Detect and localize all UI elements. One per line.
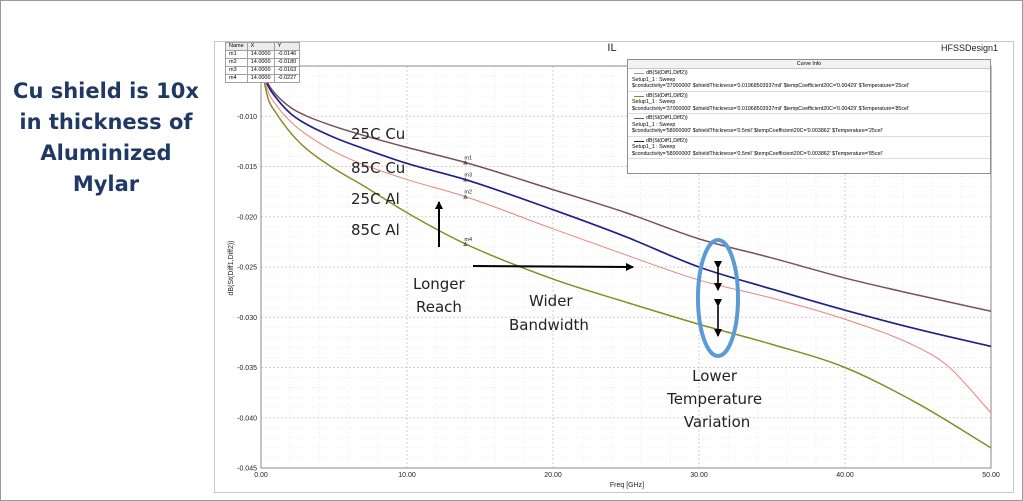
marker-header-y: Y <box>273 42 301 51</box>
y-tick-label: -0.020 <box>237 214 257 221</box>
tick-labels: 0.00 10.00 20.00 30.00 40.00 50.00 -0.010 -0.01… <box>237 114 1000 479</box>
legend-trace: dB(St(Diff1,Diff2)) <box>646 92 688 99</box>
table-row: m4 14.0000 -0.0227 <box>225 74 301 83</box>
legend-trace: dB(St(Diff1,Diff2)) <box>646 137 688 144</box>
y-tick-label: -0.040 <box>237 415 257 422</box>
legend-params: $conductivity='37000000' $shieldThicknes… <box>632 83 910 89</box>
legend-entry: dB(St(Diff1,Diff2)) Setup1_1 : Sweep $co… <box>628 69 990 92</box>
lower-temp-line-2: Temperature <box>666 390 762 408</box>
svg-text:Lower Temperature Vari: Lower Temperature Variation <box>666 367 767 431</box>
label-25c-cu: 25C Cu <box>351 125 405 143</box>
label-85c-al: 85C Al <box>351 221 400 239</box>
marker-m3 <box>463 177 468 182</box>
label-25c-al: 25C Al <box>351 190 400 208</box>
headline-line-2: in thickness of <box>19 110 193 134</box>
x-tick-label: 0.00 <box>254 472 268 479</box>
y-tick-label: -0.010 <box>237 114 257 121</box>
svg-text:Longer Reach: Longer Reach <box>413 275 469 316</box>
marker-table: Name X Y m1 14.0000 -0.0146 m2 14.0000 -… <box>225 42 301 83</box>
legend-setup: Setup1_1 : Sweep <box>632 99 676 105</box>
marker-name: m1 <box>225 50 248 59</box>
marker-y: -0.0163 <box>273 66 301 75</box>
marker-name: m3 <box>225 66 248 75</box>
y-tick-label: -0.045 <box>237 466 257 473</box>
marker-x: 14.0000 <box>246 66 275 75</box>
legend-swatch <box>634 140 644 142</box>
marker-x: 14.0000 <box>246 58 275 67</box>
legend-swatch <box>634 95 644 97</box>
y-tick-label: -0.030 <box>237 315 257 322</box>
marker-header-x: X <box>246 42 275 51</box>
y-axis-label: dB(St(Diff1,Diff2)) <box>228 241 235 296</box>
marker-header-name: Name <box>225 42 248 51</box>
design-name: HFSSDesign1 <box>941 43 998 53</box>
label-85c-cu: 85C Cu <box>351 159 405 177</box>
legend-params: $conductivity='58000000' $shieldThicknes… <box>632 150 883 157</box>
headline-line-3: Aluminized <box>40 141 172 165</box>
plot-title: IL <box>607 42 616 54</box>
marker-m2 <box>463 194 468 199</box>
marker-name: m4 <box>225 74 248 83</box>
x-tick-label: 50.00 <box>982 472 1000 479</box>
marker-label: m3 <box>464 173 472 179</box>
longer-reach-line-1: Longer <box>413 275 466 293</box>
marker-label: m2 <box>464 190 472 196</box>
series-line-cu25 <box>260 65 992 312</box>
x-axis-label: Freq [GHz] <box>610 482 644 489</box>
legend-entry: dB(St(Diff1,Diff2)) Setup1_1 : Sweep $co… <box>628 114 990 137</box>
series-line-al25 <box>260 65 992 414</box>
table-row: m3 14.0000 -0.0163 <box>225 66 301 75</box>
series-line-al85 <box>260 65 992 449</box>
legend-setup: Setup1_1 : Sweep <box>632 76 676 83</box>
headline-line-4: Mylar <box>72 172 140 196</box>
legend-entry: dB(St(Diff1,Diff2)) Setup1_1 : Sweep $co… <box>628 137 990 159</box>
legend-swatch <box>634 118 644 119</box>
series-lines <box>260 65 992 449</box>
marker-y: -0.0180 <box>273 58 301 67</box>
legend-trace: dB(St(Diff1,Diff2)) <box>646 115 688 121</box>
marker-x: 14.0000 <box>246 50 275 59</box>
y-tick-label: -0.035 <box>237 365 257 372</box>
x-tick-label: 10.00 <box>398 472 416 479</box>
headline-line-1: Cu shield is 10x <box>13 79 199 103</box>
temperature-variation-ellipse <box>696 238 740 358</box>
longer-reach-line-2: Reach <box>416 298 462 316</box>
axes <box>260 65 992 469</box>
marker-points: m1 m2 m3 m4 <box>463 155 472 246</box>
curve-info-legend: Curve Info dB(St(Diff1,Diff2)) Setup1_1 … <box>627 59 991 174</box>
legend-entry: dB(St(Diff1,Diff2)) Setup1_1 : Sweep $co… <box>628 92 990 114</box>
marker-m1 <box>463 160 468 165</box>
marker-label: m1 <box>464 155 472 161</box>
x-tick-label: 20.00 <box>544 472 562 479</box>
table-row: m2 14.0000 -0.0180 <box>225 58 301 67</box>
marker-y: -0.0146 <box>273 50 301 59</box>
svg-text:Wider Bandwidth: Wider Bandwidth <box>509 292 589 334</box>
x-tick-label: 30.00 <box>690 472 708 479</box>
y-tick-label: -0.015 <box>237 164 257 171</box>
marker-y: -0.0227 <box>273 74 301 83</box>
wider-bandwidth-line-1: Wider <box>529 292 573 310</box>
lower-temp-line-1: Lower <box>692 367 738 385</box>
legend-setup: Setup1_1 : Sweep <box>632 144 676 150</box>
marker-name: m2 <box>225 58 248 67</box>
y-tick-label: -0.025 <box>237 265 257 272</box>
plot-area-border <box>260 65 992 469</box>
curve-info-title: Curve Info <box>628 60 990 69</box>
series-line-cu85 <box>260 65 992 348</box>
marker-x: 14.0000 <box>246 74 275 83</box>
marker-table-header: Name X Y <box>225 42 301 51</box>
lower-temp-line-3: Variation <box>684 413 751 431</box>
legend-params: $conductivity='37000000' $shieldThicknes… <box>632 105 910 112</box>
legend-params: $conductivity='58000000' $shieldThicknes… <box>632 128 883 134</box>
legend-swatch <box>634 73 644 74</box>
headline: Cu shield is 10x in thickness of Alumini… <box>6 76 206 200</box>
table-row: m1 14.0000 -0.0146 <box>225 50 301 59</box>
marker-m4 <box>463 241 468 246</box>
legend-setup: Setup1_1 : Sweep <box>632 121 676 128</box>
legend-trace: dB(St(Diff1,Diff2)) <box>646 70 688 76</box>
wider-bandwidth-line-2: Bandwidth <box>509 316 589 334</box>
marker-label: m4 <box>464 237 472 243</box>
wider-bandwidth-arrow <box>472 262 634 271</box>
x-tick-label: 40.00 <box>836 472 854 479</box>
